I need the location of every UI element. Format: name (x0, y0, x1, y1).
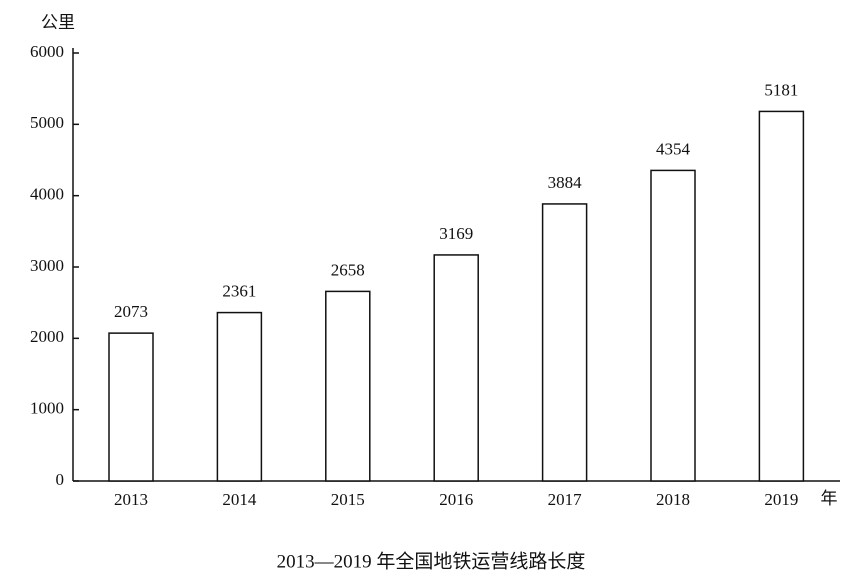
bar (758, 110, 805, 482)
value-label: 2658 (331, 260, 365, 279)
bar (650, 169, 696, 482)
y-tick-label: 3000 (30, 256, 64, 275)
y-tick-label: 4000 (30, 185, 64, 204)
chart-title: 2013—2019 年全国地铁运营线路长度 (277, 550, 586, 572)
value-label: 2361 (222, 281, 256, 300)
bar (108, 332, 154, 482)
x-axis-label: 年 (821, 489, 838, 508)
y-tick-label: 6000 (30, 42, 64, 61)
x-tick-label: 2019 (764, 490, 798, 509)
y-axis-label: 公里 (41, 13, 75, 32)
value-label: 4354 (656, 139, 691, 158)
x-tick-label: 2017 (548, 490, 583, 509)
value-label: 2073 (114, 302, 148, 321)
x-tick-label: 2018 (656, 490, 690, 509)
bar (216, 311, 263, 482)
x-tick-label: 2016 (439, 490, 473, 509)
bar (325, 290, 371, 482)
x-tick-label: 2014 (222, 490, 257, 509)
bar (433, 254, 479, 482)
y-tick-label: 2000 (30, 327, 64, 346)
y-tick-label: 5000 (30, 113, 64, 132)
y-tick-label: 1000 (30, 399, 64, 418)
y-tick-label: 0 (56, 470, 65, 489)
x-tick-label: 2013 (114, 490, 148, 509)
bar (541, 203, 588, 482)
value-label: 5181 (764, 80, 798, 99)
value-label: 3884 (548, 173, 583, 192)
x-tick-label: 2015 (331, 490, 365, 509)
value-label: 3169 (439, 224, 473, 243)
